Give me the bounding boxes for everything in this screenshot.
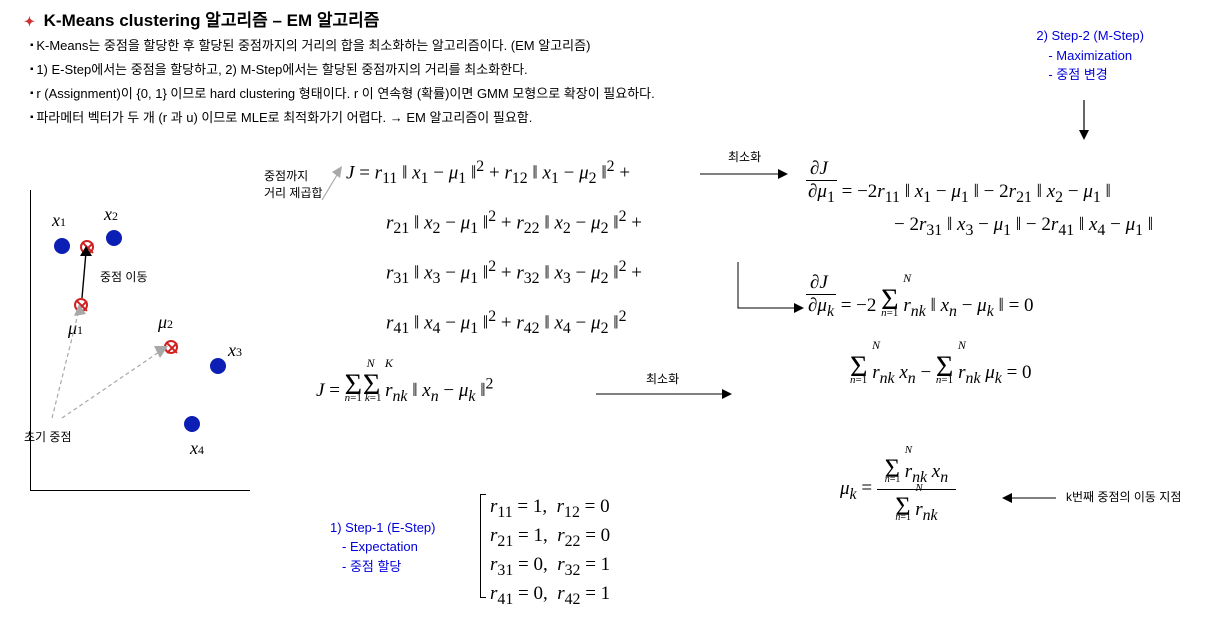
bullet-item: 1) E-Step에서는 중점을 할당하고, 2) M-Step에서는 할당된 … — [30, 58, 655, 82]
anno-minimize-1: 최소화 — [728, 148, 761, 165]
label-x3: x3 — [228, 340, 242, 361]
eq-dj-dmu1-line1: ∂J ∂μ1 = −2r11 ‖ x1 − μ1 ‖ − 2r21 ‖ x2 −… — [806, 158, 1111, 207]
step1-line2: - Expectation — [342, 537, 436, 557]
bullet-item: r (Assignment)이 {0, 1} 이므로 hard clusteri… — [30, 82, 655, 106]
eq-j-line1: J = r11 ‖ x1 − μ1 ‖2 + r12 ‖ x1 − μ2 ‖2 … — [346, 158, 630, 188]
anno-init: 초기 중점 — [24, 428, 72, 445]
bullet-item: K-Means는 중점을 할당한 후 할당된 중점까지의 거리의 합을 최소화하… — [30, 34, 655, 58]
label-x2: x2 — [104, 204, 118, 225]
bullet-item: 파라메터 벡터가 두 개 (r 과 u) 이므로 MLE로 최적화가기 어렵다.… — [30, 106, 655, 130]
r-row: r21 = 1, r22 = 0 — [490, 523, 610, 552]
eq-expand-zero: N Σ n=1 rnk xn − N Σ n=1 rnk μk = 0 — [850, 352, 1032, 388]
title-icon: ✦ — [24, 14, 35, 29]
centroid-move-arrow-icon — [74, 244, 94, 304]
minimize-arrow-1-icon — [698, 166, 790, 182]
bracket-connector-icon — [736, 260, 806, 320]
point-x2 — [106, 230, 122, 246]
label-x4: x4 — [190, 438, 204, 459]
eq-dj-dmu1-line2: − 2r31 ‖ x3 − μ1 ‖ − 2r41 ‖ x4 − μ1 ‖ — [894, 214, 1153, 240]
eq-j-line3: r31 ‖ x3 − μ1 ‖2 + r32 ‖ x3 − μ2 ‖2 + — [386, 258, 642, 288]
step2-label: 2) Step-2 (M-Step) - Maximization - 중점 변… — [1036, 26, 1144, 85]
r-row: r11 = 1, r12 = 0 — [490, 494, 610, 523]
minimize-arrow-2-icon — [594, 386, 734, 402]
step1-line1: 1) Step-1 (E-Step) — [330, 518, 436, 538]
point-x3 — [210, 358, 226, 374]
r-row: r41 = 0, r42 = 1 — [490, 581, 610, 610]
step2-line2: - Maximization — [1048, 46, 1144, 66]
eq-muk-result: μk = N Σ n=1 rnk xn N Σ n=1 rnk — [840, 452, 956, 527]
anno-kth-move: k번째 중점의 이동 지점 — [1066, 488, 1181, 505]
x-axis — [30, 490, 250, 491]
label-x1: x1 — [52, 210, 66, 231]
anno-move: 중점 이동 — [100, 268, 148, 285]
step1-label: 1) Step-1 (E-Step) - Expectation - 중점 할당 — [330, 518, 436, 577]
point-x4 — [184, 416, 200, 432]
eq-j-sum: J = N Σ n=1 K Σ k=1 rnk ‖ xn − μk ‖2 — [316, 370, 493, 406]
eq-r-assignments: r11 = 1, r12 = 0 r21 = 1, r22 = 0 r31 = … — [490, 494, 610, 611]
bullet-list: K-Means는 중점을 할당한 후 할당된 중점까지의 거리의 합을 최소화하… — [30, 34, 655, 130]
dist-arrow-icon — [264, 160, 344, 210]
step2-line1: 2) Step-2 (M-Step) — [1036, 26, 1144, 46]
init-centroid-arrows-icon — [34, 300, 184, 430]
muk-left-arrow-icon — [1000, 490, 1060, 506]
y-axis — [30, 190, 31, 490]
scatter-diagram: x1 x2 x3 x4 μ1 μ2 중점 이동 초기 중점 — [14, 190, 254, 500]
anno-minimize-2: 최소화 — [646, 370, 679, 387]
eq-j-line4: r41 ‖ x4 − μ1 ‖2 + r42 ‖ x4 − μ2 ‖2 — [386, 308, 627, 338]
title-text: K-Means clustering 알고리즘 – EM 알고리즘 — [44, 11, 380, 30]
eq-j-line2: r21 ‖ x2 − μ1 ‖2 + r22 ‖ x2 − μ2 ‖2 + — [386, 208, 642, 238]
r-row: r31 = 0, r32 = 1 — [490, 552, 610, 581]
step1-line3: - 중점 할당 — [342, 557, 436, 577]
point-x1 — [54, 238, 70, 254]
page-title: ✦ K-Means clustering 알고리즘 – EM 알고리즘 — [24, 6, 379, 31]
step2-down-arrow-icon — [1074, 98, 1094, 142]
eq-dj-dmuk: ∂J ∂μk = −2 N Σ n=1 rnk ‖ xn − μk ‖ = 0 — [806, 272, 1034, 321]
step2-line3: - 중점 변경 — [1048, 65, 1144, 85]
